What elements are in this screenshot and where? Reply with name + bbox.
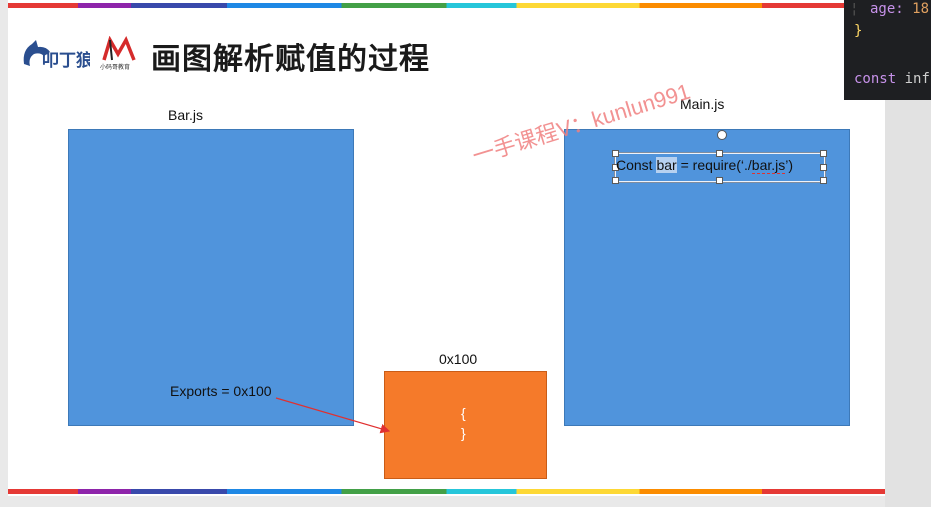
indent-guide: ¦ <box>850 1 859 17</box>
object-value: 18 <box>903 1 930 17</box>
xiaomage-logo-icon: 小码哥教育 <box>100 36 136 71</box>
code-editor-panel[interactable]: ¦ age: 18 } const inf <box>844 0 931 100</box>
koudinglang-logo-icon: 叩丁狼 <box>23 40 90 71</box>
code-line-2: } <box>854 23 863 39</box>
module-path: bar.js <box>751 157 786 174</box>
main-js-box[interactable] <box>564 129 850 426</box>
resize-handle-bottom-right[interactable] <box>820 177 827 184</box>
require-code-text[interactable]: Const bar = require(‘./bar.js’) <box>616 152 824 179</box>
open-brace: { <box>461 405 466 421</box>
identifier-fragment: inf <box>896 71 930 87</box>
logo2-text: 小码哥教育 <box>100 63 130 71</box>
bar-js-label: Bar.js <box>168 107 204 123</box>
resize-handle-right[interactable] <box>820 164 827 171</box>
resize-handle-top[interactable] <box>716 150 723 157</box>
memory-address-label: 0x100 <box>439 351 478 367</box>
right-gutter <box>885 100 931 507</box>
object-key: age: <box>870 1 904 17</box>
rotate-handle-icon[interactable] <box>717 130 727 140</box>
logo1-text: 叩丁狼 <box>42 50 90 71</box>
main-js-label: Main.js <box>680 96 725 112</box>
code-line-1: age: 18 <box>870 1 929 17</box>
bottom-rainbow-bar <box>8 489 885 494</box>
code-suffix: ’) <box>785 157 794 173</box>
code-line-3: const inf <box>854 71 930 87</box>
resize-handle-left[interactable] <box>612 164 619 171</box>
code-prefix: Const <box>616 157 657 173</box>
code-mid: = require(‘./ <box>676 157 752 173</box>
slide-title: 画图解析赋值的过程 <box>151 42 430 77</box>
resize-handle-bottom-left[interactable] <box>612 177 619 184</box>
top-rainbow-bar <box>8 3 885 8</box>
resize-handle-top-left[interactable] <box>612 150 619 157</box>
selected-variable: bar <box>656 157 677 173</box>
slide-canvas: 叩丁狼 小码哥教育 画图解析赋值的过程 Bar.js Exports = 0x1… <box>8 0 885 496</box>
close-brace: } <box>461 425 466 441</box>
exports-text: Exports = 0x100 <box>170 383 272 399</box>
resize-handle-bottom[interactable] <box>716 177 723 184</box>
resize-handle-top-right[interactable] <box>820 150 827 157</box>
bar-js-box[interactable] <box>68 129 354 426</box>
const-keyword: const <box>854 71 897 87</box>
memory-object-box[interactable] <box>384 371 547 479</box>
